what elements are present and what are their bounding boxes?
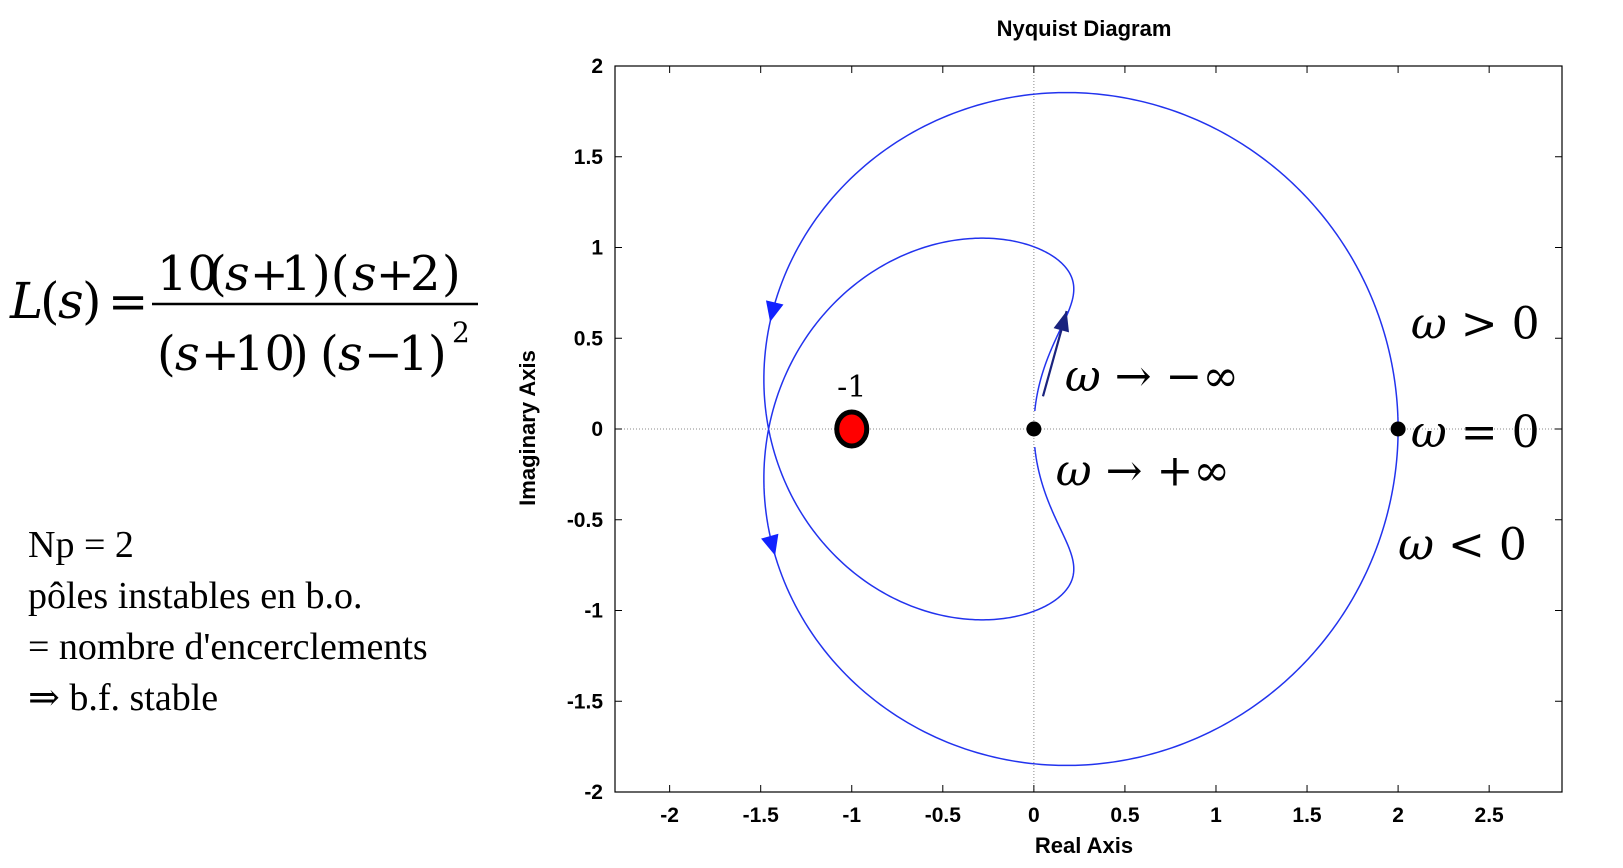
- formula-lhs-fn: L: [9, 272, 43, 330]
- formula-numerator-const-2: 2: [410, 246, 441, 302]
- direction-arrow-top: [765, 300, 784, 322]
- note-line-3: = nombre d'encerclements: [28, 626, 428, 668]
- omega-annotation: ω < 0: [1398, 520, 1527, 571]
- svg-text:): ): [290, 326, 309, 382]
- y-tick-label: 0: [591, 418, 603, 441]
- formula-denominator-var-2: s: [338, 326, 363, 382]
- x-tick-label: 1.5: [1292, 804, 1322, 827]
- formula-numerator-coef: 10: [157, 246, 218, 302]
- omega-annotation: ω > 0: [1411, 298, 1540, 349]
- note-line-4: ⇒ b.f. stable: [28, 677, 219, 719]
- omega-annotation: ω = 0: [1411, 407, 1540, 458]
- formula-denominator-op-1: +: [201, 327, 240, 381]
- x-tick-label: 1: [1210, 804, 1222, 827]
- svg-text:(: (: [320, 326, 339, 382]
- y-tick-label: -1.5: [567, 690, 604, 713]
- nyquist-chart: Nyquist Diagram Real Axis Imaginary Axis…: [515, 16, 1563, 858]
- x-tick-label: 2.5: [1475, 804, 1505, 827]
- svg-text:): ): [442, 246, 461, 302]
- formula-denominator-exponent: 2: [452, 316, 470, 349]
- critical-point-label: -1: [837, 370, 866, 405]
- chart-title: Nyquist Diagram: [997, 16, 1172, 41]
- formula-numerator-var-2: s: [352, 246, 377, 302]
- formula-numerator-const-1: 1: [281, 246, 312, 302]
- formula-denominator-var-1: s: [175, 326, 200, 382]
- formula-numerator-op-2: +: [376, 247, 415, 301]
- svg-text:(: (: [157, 326, 176, 382]
- x-tick-label: -2: [660, 804, 679, 827]
- y-tick-label: 0.5: [574, 327, 604, 350]
- y-tick-label: -2: [584, 781, 603, 804]
- note-line-2: pôles instables en b.o.: [28, 575, 363, 617]
- asymptote-arrow-head: [1053, 311, 1070, 333]
- x-tick-label: 0.5: [1110, 804, 1140, 827]
- svg-text:): ): [82, 272, 102, 330]
- formula-lhs-var: s: [58, 272, 84, 330]
- y-tick-label: 1: [591, 237, 603, 260]
- x-tick-label: 2: [1392, 804, 1404, 827]
- formula-equals: =: [108, 274, 148, 330]
- y-tick-label: -1: [584, 600, 603, 623]
- direction-arrow-bottom: [761, 533, 779, 556]
- formula-numerator-var-1: s: [225, 246, 250, 302]
- y-axis-label: Imaginary Axis: [515, 350, 540, 506]
- formula-denominator-const-2: 1: [398, 326, 429, 382]
- formula-denominator-const-1: 10: [234, 326, 295, 382]
- note-line-1: Np = 2: [28, 524, 134, 566]
- x-tick-label: -1: [842, 804, 861, 827]
- x-tick-label: 0: [1028, 804, 1040, 827]
- transfer-function: L ( s ) = 10 ( s + 1 )( s + 2 ) ( s + 10…: [9, 246, 478, 382]
- y-tick-label: 1.5: [574, 146, 604, 169]
- y-tick-label: 2: [591, 55, 603, 78]
- x-axis-label: Real Axis: [1035, 833, 1133, 858]
- critical-point-marker: [834, 409, 870, 449]
- svg-text:(: (: [208, 246, 227, 302]
- x-tick-label: -0.5: [925, 804, 962, 827]
- formula-numerator-op-1: +: [250, 247, 289, 301]
- x-tick-label: -1.5: [743, 804, 780, 827]
- svg-text:(: (: [40, 272, 60, 330]
- svg-text:)(: )(: [312, 246, 349, 302]
- y-tick-label: -0.5: [567, 509, 604, 532]
- frequency-point: [1026, 421, 1042, 437]
- svg-text:): ): [428, 326, 447, 382]
- frequency-point: [1390, 421, 1406, 437]
- omega-annotation: ω → −∞: [1065, 351, 1239, 402]
- omega-annotation: ω → +∞: [1056, 445, 1230, 496]
- stability-notes: Np = 2 pôles instables en b.o. = nombre …: [28, 520, 428, 724]
- formula-denominator-op-2: −: [364, 327, 403, 381]
